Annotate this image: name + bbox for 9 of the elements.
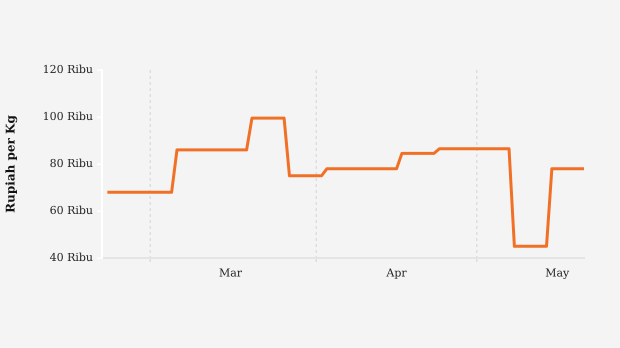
y-tick-label: 40 Ribu (50, 250, 93, 264)
x-tick-label: May (545, 266, 570, 280)
x-tick-label: Apr (385, 266, 408, 280)
x-tick-label: Mar (218, 266, 243, 280)
y-tick-label: 120 Ribu (42, 62, 93, 76)
y-tick-label: 60 Ribu (50, 204, 93, 217)
y-axis-title: Rupiah per Kg (3, 114, 18, 213)
y-tick-label: 100 Ribu (42, 110, 93, 123)
y-tick-label: 80 Ribu (50, 156, 93, 170)
